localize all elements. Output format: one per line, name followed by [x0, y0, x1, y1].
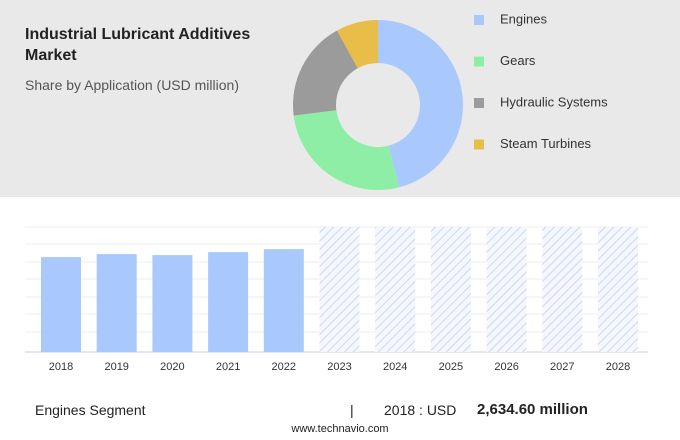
- legend-swatch: [474, 139, 484, 150]
- bar: [152, 255, 193, 352]
- legend-label: Hydraulic Systems: [500, 94, 608, 109]
- bar: [96, 254, 137, 352]
- forecast-placeholder: [319, 227, 360, 352]
- legend-swatch: [474, 98, 484, 108]
- x-tick-label: 2024: [383, 361, 407, 373]
- year-label: 2018 : USD: [384, 402, 457, 418]
- legend-swatch: [474, 56, 484, 67]
- x-tick-label: 2025: [439, 361, 463, 373]
- donut-slice: [378, 20, 463, 188]
- forecast-placeholder: [542, 227, 583, 352]
- chart-title: Industrial Lubricant Additives Market: [25, 26, 251, 64]
- bar: [41, 257, 81, 352]
- legend-label: Engines: [500, 11, 547, 26]
- donut-slice: [293, 30, 358, 116]
- donut-slice: [293, 110, 400, 190]
- x-tick-label: 2027: [550, 361, 574, 373]
- bar: [208, 252, 249, 352]
- x-tick-label: 2021: [216, 361, 240, 373]
- x-tick-label: 2019: [104, 361, 128, 373]
- x-tick-label: 2020: [160, 361, 184, 373]
- bar: [263, 249, 304, 352]
- separator: |: [350, 402, 354, 418]
- legend-label: Steam Turbines: [500, 136, 592, 151]
- donut-slice: [337, 20, 378, 69]
- footer: Engines Segment | 2018 : USD 2,634.60 mi…: [0, 400, 680, 422]
- segment-value: 2,634.60 million: [477, 401, 588, 418]
- legend-swatch: [474, 15, 484, 25]
- chart: Engines Gears Hydraulic Systems Steam Turbi…: [25, 11, 648, 373]
- segment-label: Engines Segment: [35, 402, 146, 418]
- legend-label: Gears: [500, 53, 536, 68]
- x-tick-label: 2028: [606, 361, 630, 373]
- x-tick-label: 2026: [494, 361, 518, 373]
- x-tick-label: 2023: [327, 361, 351, 373]
- forecast-placeholder: [375, 227, 416, 352]
- forecast-placeholder: [486, 227, 527, 352]
- source: www.technavio.com: [291, 423, 389, 435]
- forecast-placeholder: [430, 227, 471, 352]
- x-tick-label: 2018: [49, 361, 73, 373]
- x-tick-label: 2022: [272, 361, 296, 373]
- forecast-placeholder: [598, 227, 638, 352]
- chart-subtitle: Share by Application (USD million): [25, 77, 239, 93]
